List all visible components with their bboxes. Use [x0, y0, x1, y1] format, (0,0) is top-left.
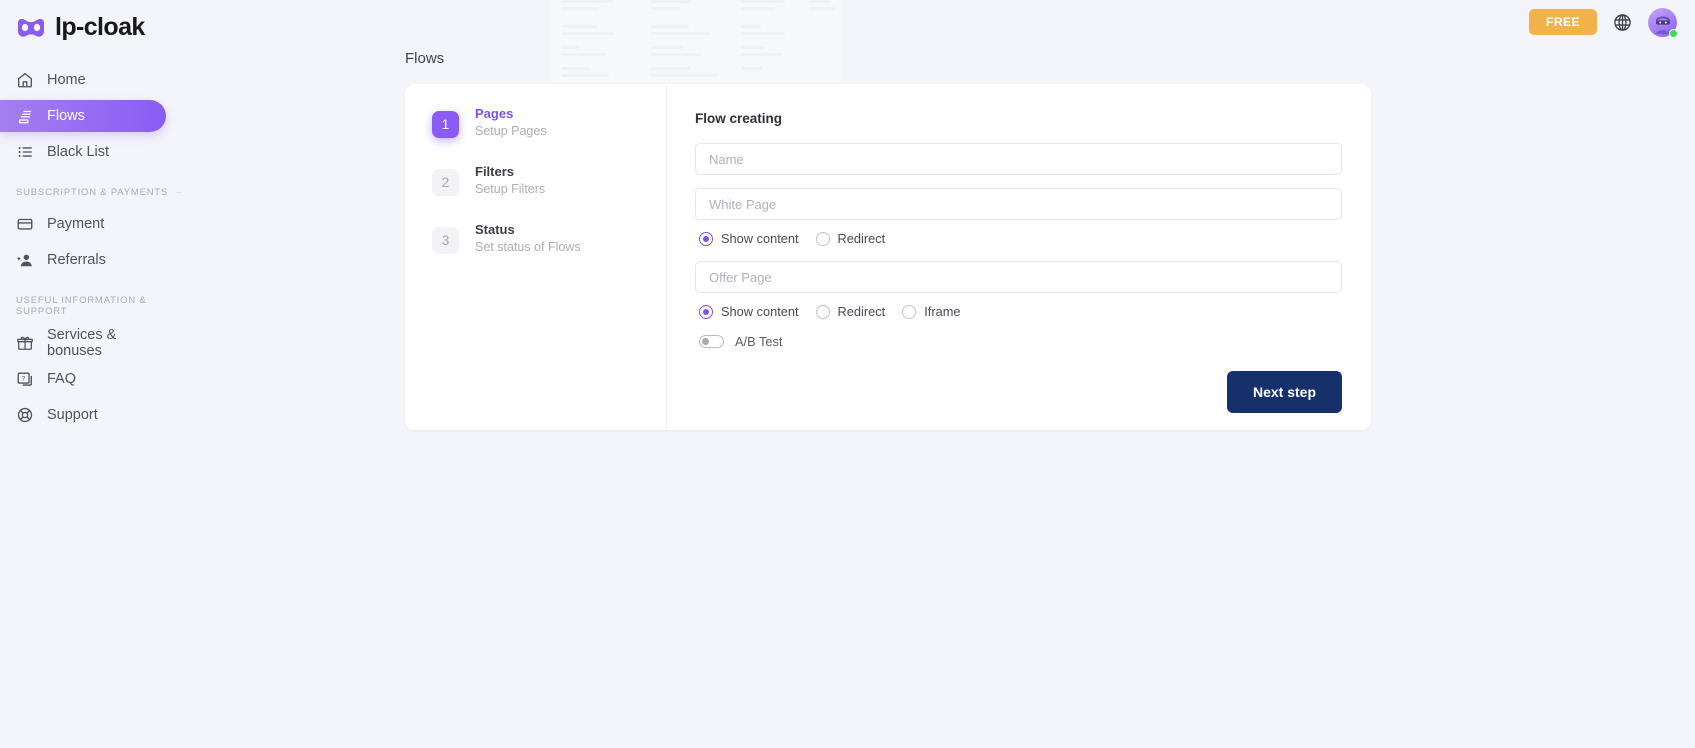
- divider: [176, 192, 182, 193]
- plan-badge[interactable]: FREE: [1528, 9, 1597, 35]
- step-number: 1: [432, 111, 459, 138]
- step-subtitle: Setup Pages: [475, 124, 547, 138]
- step-title: Pages: [475, 106, 514, 121]
- sidebar-item-services-bonuses[interactable]: Services & bonuses: [0, 327, 166, 359]
- sidebar-item-label: Services & bonuses: [47, 327, 117, 359]
- offer-page-show-content-radio[interactable]: Show content: [699, 304, 799, 319]
- name-input[interactable]: [695, 143, 1342, 175]
- sidebar-item-label: Payment: [47, 216, 105, 232]
- radio-icon: [699, 231, 713, 246]
- radio-label: Redirect: [837, 304, 886, 319]
- flow-creation-card: 1 Pages Setup Pages 2 Filters Setup Filt…: [405, 84, 1371, 430]
- user-avatar-icon: [1654, 16, 1671, 34]
- radio-label: Show content: [721, 304, 799, 319]
- step-pages[interactable]: 1 Pages Setup Pages: [432, 106, 666, 140]
- user-plus-icon: [16, 251, 34, 269]
- avatar[interactable]: [1648, 7, 1678, 38]
- sidebar-item-payment[interactable]: Payment: [0, 208, 166, 240]
- ab-test-label: A/B Test: [735, 334, 783, 349]
- watermark-pane: [551, 0, 841, 82]
- offer-page-redirect-radio[interactable]: Redirect: [815, 304, 886, 319]
- mask-icon: [16, 17, 46, 39]
- flows-icon: [16, 107, 34, 125]
- radio-icon: [902, 304, 917, 319]
- offer-page-mode-group: Show content Redirect Iframe: [699, 304, 1342, 319]
- home-icon: [16, 71, 34, 89]
- step-number: 3: [432, 227, 459, 254]
- gift-icon: [16, 334, 34, 352]
- ab-test-row: A/B Test: [699, 334, 1342, 349]
- step-subtitle: Setup Filters: [475, 182, 546, 196]
- primary-nav: Home Flows: [0, 64, 198, 168]
- radio-label: Show content: [721, 231, 799, 246]
- credit-card-icon: [16, 215, 34, 233]
- section-title: SUBSCRIPTION & PAYMENTS: [16, 187, 169, 198]
- sidebar-item-label: Flows: [47, 108, 85, 124]
- brand[interactable]: lp-cloak: [0, 0, 198, 44]
- step-filters[interactable]: 2 Filters Setup Filters: [432, 164, 666, 198]
- sidebar-item-label: Support: [47, 407, 98, 423]
- header-actions: FREE: [1528, 0, 1678, 44]
- faq-icon: ?: [16, 370, 34, 388]
- ab-test-toggle[interactable]: [699, 335, 724, 348]
- step-number: 2: [432, 169, 459, 196]
- online-indicator: [1669, 28, 1678, 38]
- form-title: Flow creating: [695, 111, 783, 126]
- step-title: Filters: [475, 164, 515, 179]
- sidebar-item-label: Referrals: [47, 252, 106, 268]
- sidebar-item-faq[interactable]: ? FAQ: [0, 363, 166, 395]
- white-page-show-content-radio[interactable]: Show content: [699, 231, 799, 246]
- radio-label: Iframe: [924, 304, 961, 319]
- white-page-mode-group: Show content Redirect: [699, 231, 1342, 246]
- radio-icon: [815, 231, 830, 246]
- svg-text:?: ?: [22, 375, 26, 382]
- step-status[interactable]: 3 Status Set status of Flows: [432, 222, 666, 256]
- radio-icon: [815, 304, 830, 319]
- avatar-image[interactable]: [1648, 7, 1677, 37]
- offer-page-iframe-radio[interactable]: Iframe: [902, 304, 960, 319]
- list-icon: [16, 143, 34, 161]
- sidebar-item-black-list[interactable]: Black List: [0, 136, 166, 168]
- sidebar-item-label: Black List: [47, 144, 110, 160]
- sidebar: lp-cloak Home Flows: [0, 0, 198, 748]
- flow-form: Flow creating Show content Redirect S: [667, 84, 1371, 430]
- lifebuoy-icon: [16, 406, 34, 424]
- step-subtitle: Set status of Flows: [475, 240, 581, 254]
- sidebar-item-referrals[interactable]: Referrals: [0, 244, 166, 276]
- step-title: Status: [475, 222, 515, 237]
- sidebar-item-support[interactable]: Support: [0, 399, 166, 431]
- radio-icon: [699, 304, 713, 319]
- sidebar-item-label: FAQ: [47, 371, 77, 387]
- radio-label: Redirect: [837, 231, 886, 246]
- sidebar-item-home[interactable]: Home: [0, 64, 166, 96]
- globe-icon[interactable]: [1613, 13, 1632, 32]
- section-title: USEFUL INFORMATION & SUPPORT: [16, 295, 147, 317]
- section-header-subscription: SUBSCRIPTION & PAYMENTS: [0, 187, 198, 198]
- brand-name: lp-cloak: [55, 13, 145, 41]
- next-step-button[interactable]: Next step: [1226, 371, 1342, 413]
- offer-page-input[interactable]: [695, 261, 1342, 293]
- section-header-support: USEFUL INFORMATION & SUPPORT: [0, 295, 198, 317]
- sidebar-item-label: Home: [47, 72, 86, 88]
- step-list: 1 Pages Setup Pages 2 Filters Setup Filt…: [405, 84, 667, 430]
- white-page-input[interactable]: [695, 188, 1342, 220]
- sidebar-item-flows[interactable]: Flows: [0, 100, 166, 132]
- page-title: Flows: [405, 50, 445, 67]
- white-page-redirect-radio[interactable]: Redirect: [815, 231, 886, 246]
